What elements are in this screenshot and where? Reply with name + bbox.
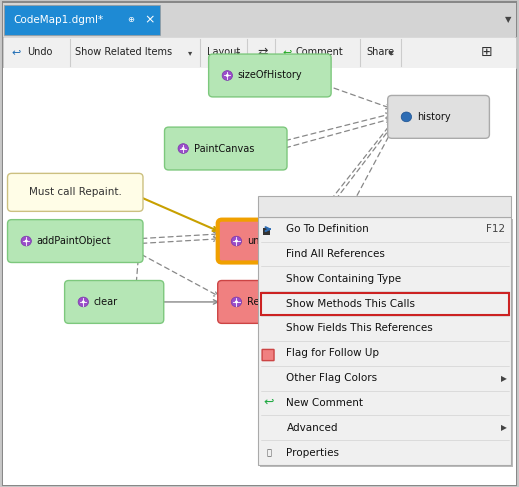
Text: Repain: Repain: [247, 297, 281, 307]
Text: ⊞: ⊞: [481, 45, 492, 59]
Circle shape: [401, 112, 412, 122]
Text: Show Containing Type: Show Containing Type: [286, 274, 402, 284]
FancyBboxPatch shape: [4, 5, 160, 35]
Text: clear: clear: [93, 297, 118, 307]
FancyBboxPatch shape: [388, 95, 489, 138]
Text: addPaintObject: addPaintObject: [36, 236, 111, 246]
FancyBboxPatch shape: [209, 54, 331, 97]
Text: Show Related Items: Show Related Items: [75, 47, 172, 57]
FancyBboxPatch shape: [260, 219, 513, 467]
Text: Other Flag Colors: Other Flag Colors: [286, 373, 378, 383]
Text: New Comment: New Comment: [286, 398, 363, 408]
Text: Find All References: Find All References: [286, 249, 386, 259]
FancyBboxPatch shape: [218, 220, 306, 262]
FancyBboxPatch shape: [7, 220, 143, 262]
Circle shape: [235, 300, 238, 303]
FancyBboxPatch shape: [7, 173, 143, 211]
Text: ×: ×: [144, 14, 155, 26]
Circle shape: [182, 147, 185, 150]
Text: history: history: [417, 112, 450, 122]
FancyBboxPatch shape: [3, 68, 516, 485]
Text: Go To Definition: Go To Definition: [286, 224, 369, 234]
Text: 🔧: 🔧: [266, 448, 271, 457]
Text: ⊕: ⊕: [127, 16, 134, 24]
Circle shape: [178, 144, 188, 153]
FancyBboxPatch shape: [165, 127, 287, 170]
Circle shape: [235, 240, 238, 243]
Text: Show Methods This Calls: Show Methods This Calls: [286, 299, 416, 309]
FancyBboxPatch shape: [3, 37, 516, 68]
Text: ↩: ↩: [264, 395, 274, 409]
FancyBboxPatch shape: [262, 350, 274, 360]
Circle shape: [82, 300, 85, 303]
Text: CodeMap1.dgml*: CodeMap1.dgml*: [13, 15, 103, 25]
Text: Advanced: Advanced: [286, 423, 338, 433]
FancyBboxPatch shape: [3, 3, 516, 37]
Text: ▶: ▶: [501, 423, 507, 432]
Circle shape: [21, 236, 31, 246]
Text: F12: F12: [486, 224, 505, 234]
Text: ⇄: ⇄: [257, 46, 267, 58]
Text: Layout: Layout: [207, 47, 240, 57]
Text: ▼: ▼: [505, 16, 512, 24]
Text: ↩: ↩: [11, 47, 21, 57]
Text: ▾: ▾: [389, 48, 393, 56]
Text: Properties: Properties: [286, 448, 339, 458]
FancyBboxPatch shape: [263, 228, 270, 235]
Text: Comment: Comment: [296, 47, 344, 57]
Text: Undo: Undo: [27, 47, 52, 57]
Circle shape: [78, 297, 88, 307]
FancyBboxPatch shape: [64, 281, 163, 323]
FancyBboxPatch shape: [218, 281, 306, 323]
FancyBboxPatch shape: [258, 196, 511, 217]
Circle shape: [231, 236, 242, 246]
Text: PaintCanvas: PaintCanvas: [194, 144, 254, 153]
Text: ▾: ▾: [236, 48, 240, 56]
Text: Share: Share: [366, 47, 394, 57]
Circle shape: [222, 71, 233, 80]
Text: ▶: ▶: [501, 374, 507, 383]
Text: Show Fields This References: Show Fields This References: [286, 323, 433, 334]
Text: Must call Repaint.: Must call Repaint.: [29, 187, 121, 197]
FancyBboxPatch shape: [258, 217, 511, 465]
Text: ▾: ▾: [188, 48, 192, 56]
Text: undo: undo: [247, 236, 271, 246]
Circle shape: [231, 297, 242, 307]
Circle shape: [226, 74, 229, 77]
Text: Flag for Follow Up: Flag for Follow Up: [286, 348, 379, 358]
Circle shape: [24, 240, 28, 243]
Text: sizeOfHistory: sizeOfHistory: [238, 71, 303, 80]
FancyBboxPatch shape: [3, 2, 516, 485]
FancyBboxPatch shape: [261, 293, 509, 315]
Text: ↩: ↩: [283, 47, 292, 57]
